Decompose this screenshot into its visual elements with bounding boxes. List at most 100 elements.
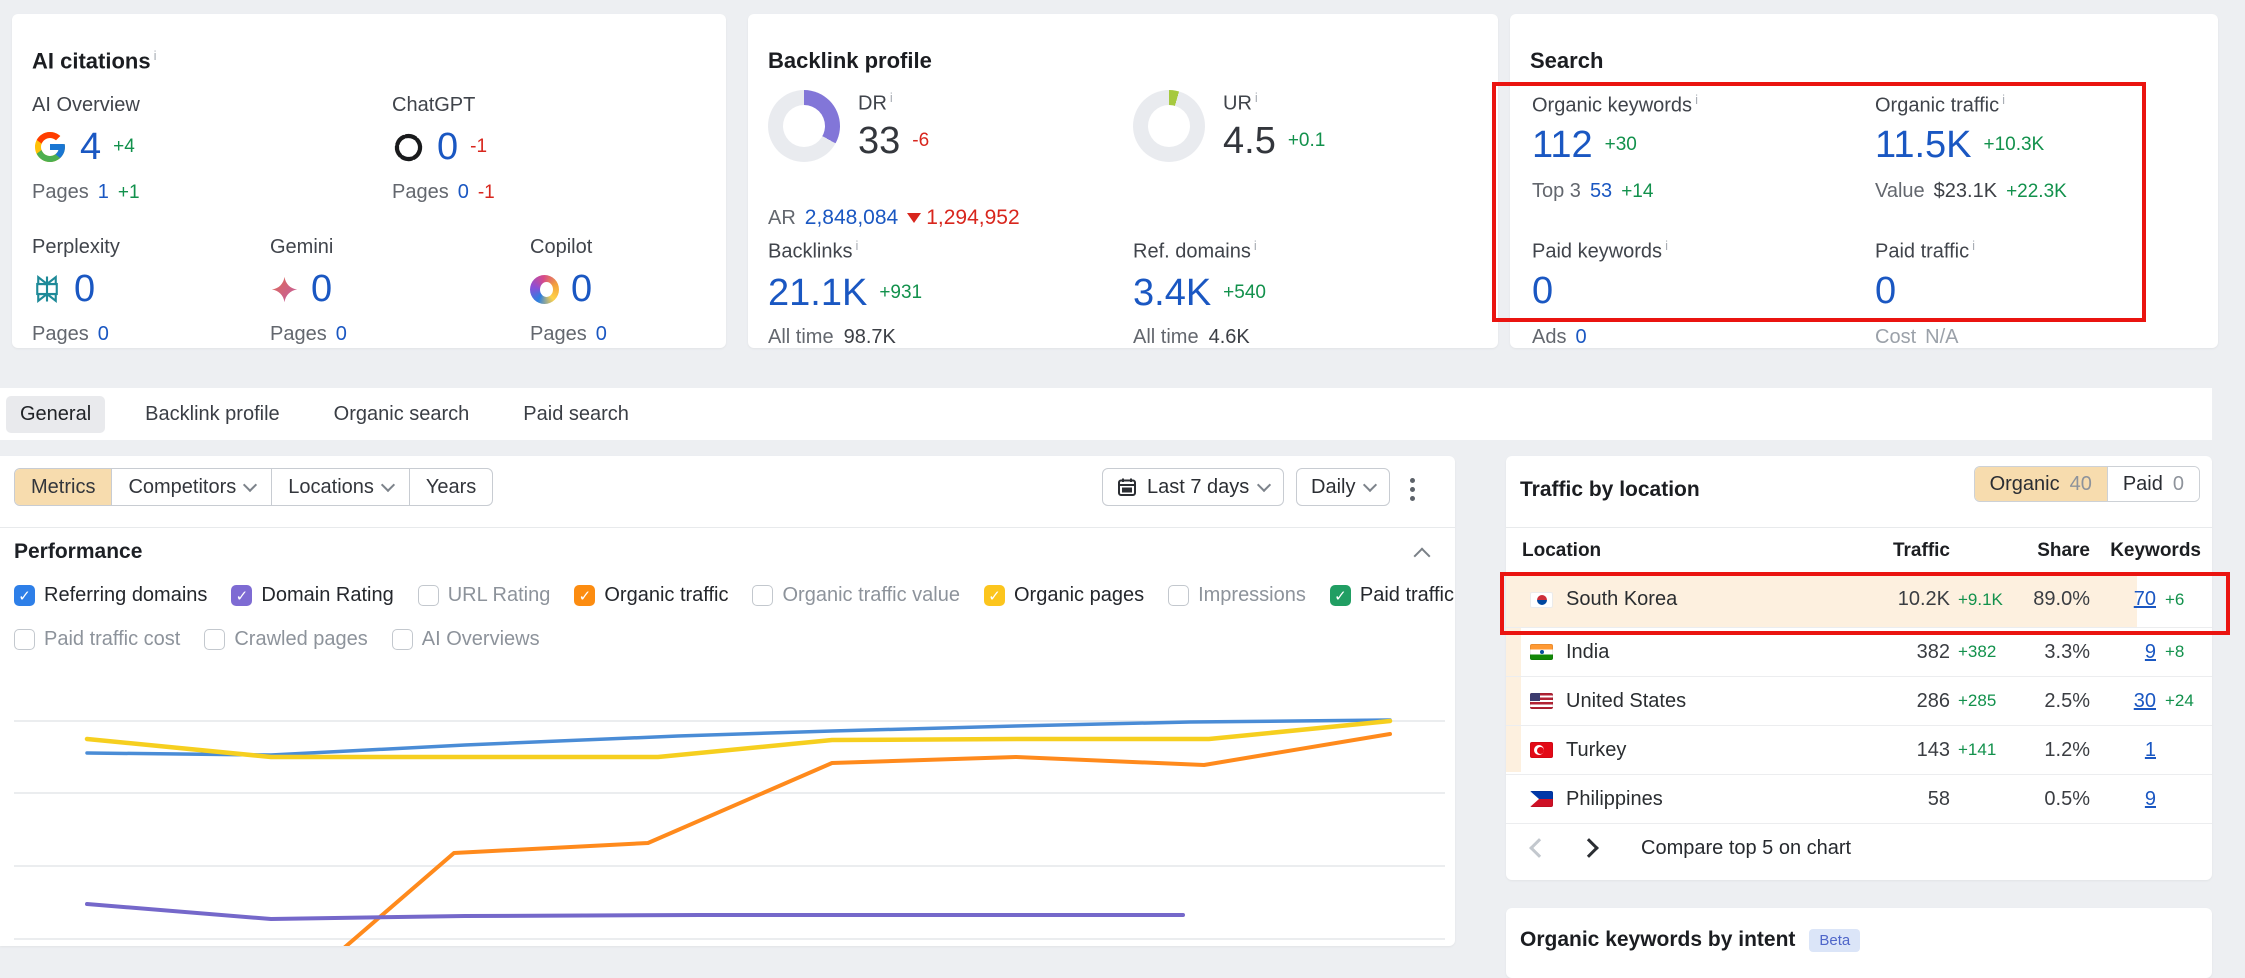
- paid-traffic-block: Paid traffic 0 Cost N/A: [1875, 238, 2205, 349]
- keywords-value[interactable]: 9: [2144, 640, 2156, 663]
- metric-label: Impressions: [1198, 584, 1306, 606]
- date-range-button[interactable]: Last 7 days: [1102, 468, 1285, 506]
- metric-checkbox-paid-traffic-cost[interactable]: Paid traffic cost: [14, 628, 180, 651]
- pages-value[interactable]: 0: [335, 323, 347, 345]
- keywords-value[interactable]: 30: [2133, 689, 2156, 712]
- checkbox-icon: [14, 585, 35, 606]
- citations-value[interactable]: 0: [74, 268, 96, 310]
- location-pager: Compare top 5 on chart: [1506, 828, 1851, 868]
- info-icon[interactable]: [154, 48, 157, 63]
- calendar-icon: [1118, 478, 1136, 496]
- metric-checkbox-referring-domains[interactable]: Referring domains: [14, 584, 207, 607]
- info-icon[interactable]: [1665, 238, 1668, 253]
- checkbox-icon: [1168, 585, 1190, 606]
- ar-value[interactable]: 2,848,084: [804, 206, 899, 229]
- filter-segmented-control: Metrics Competitors Locations Years: [14, 468, 494, 506]
- info-icon[interactable]: [1695, 92, 1698, 107]
- metric-checkbox-organic-traffic[interactable]: Organic traffic: [574, 584, 728, 607]
- metric-checkbox-paid-traffic[interactable]: Paid traffic: [1329, 584, 1454, 607]
- ref-domains-value[interactable]: 3.4K: [1133, 271, 1212, 314]
- metric-checkbox-crawled-pages[interactable]: Crawled pages: [204, 628, 368, 651]
- location-row-united-states[interactable]: United States 286 +285 2.5% 30 +24: [1506, 677, 2212, 726]
- segment-competitors[interactable]: Competitors: [111, 469, 271, 505]
- intent-panel-title: Organic keywords by intent: [1520, 928, 1796, 951]
- info-icon[interactable]: [890, 90, 893, 105]
- citations-value[interactable]: 0: [311, 268, 333, 310]
- traffic-value: 10.2K: [1897, 588, 1950, 610]
- metric-checkbox-organic-pages[interactable]: Organic pages: [983, 584, 1144, 607]
- metric-checkbox-impressions[interactable]: Impressions: [1168, 584, 1306, 607]
- checkbox-icon: [1329, 585, 1351, 606]
- keywords-value[interactable]: 70: [2133, 588, 2156, 610]
- country-flag-icon: [1530, 591, 1553, 608]
- info-icon[interactable]: [1255, 90, 1258, 105]
- country-flag-icon: [1530, 693, 1553, 709]
- tab-general[interactable]: General: [6, 395, 106, 433]
- info-icon[interactable]: [1254, 238, 1257, 253]
- citations-value[interactable]: 0: [571, 268, 593, 310]
- segment-years[interactable]: Years: [408, 469, 492, 505]
- info-icon[interactable]: [1972, 238, 1975, 253]
- pages-label: Pages: [32, 181, 89, 203]
- toggle-label: Organic: [1989, 472, 2060, 495]
- pages-value[interactable]: 0: [595, 323, 607, 345]
- pages-value[interactable]: 0: [457, 181, 469, 203]
- col-keywords: Keywords: [2110, 540, 2201, 561]
- share-value: 89.0%: [2033, 588, 2090, 610]
- paid-traffic-value[interactable]: 0: [1875, 269, 1897, 312]
- organic-keywords-value[interactable]: 112: [1532, 123, 1593, 166]
- segment-locations[interactable]: Locations: [271, 469, 409, 505]
- pages-value[interactable]: 1: [97, 181, 109, 203]
- domain-rating-donut: [768, 90, 840, 162]
- backlinks-value[interactable]: 21.1K: [768, 271, 868, 314]
- dr-delta: -6: [912, 129, 930, 151]
- paid-keywords-value[interactable]: 0: [1532, 269, 1554, 312]
- citations-value[interactable]: 4: [80, 126, 102, 168]
- citations-value[interactable]: 0: [437, 126, 459, 168]
- toggle-paid[interactable]: Paid 0: [2106, 467, 2199, 501]
- granularity-button[interactable]: Daily: [1296, 468, 1391, 506]
- tab-paid-search[interactable]: Paid search: [523, 402, 629, 425]
- tab-organic-search[interactable]: Organic search: [333, 402, 470, 425]
- metric-checkbox-domain-rating[interactable]: Domain Rating: [231, 584, 394, 607]
- more-options-kebab-icon[interactable]: [1406, 474, 1419, 505]
- keywords-delta: +6: [2165, 589, 2185, 609]
- location-row-philippines[interactable]: Philippines 58 0.5% 9: [1506, 775, 2212, 824]
- metric-checkbox-organic-traffic-value[interactable]: Organic traffic value: [752, 584, 960, 607]
- country-flag-icon: [1530, 742, 1553, 758]
- ur-value: 4.5: [1223, 119, 1276, 162]
- prev-page-chevron-icon[interactable]: [1529, 838, 1549, 858]
- location-row-south-korea[interactable]: South Korea 10.2K +9.1K 89.0% 70 +6: [1506, 572, 2212, 628]
- compare-top5-label: Compare top 5 on chart: [1641, 836, 1852, 859]
- chart-line-organic-traffic: [343, 732, 1392, 946]
- metric-checkbox-ai-overviews[interactable]: AI Overviews: [391, 628, 540, 651]
- metric-label: Organic traffic value: [782, 584, 960, 606]
- organic-traffic-delta: +10.3K: [1983, 133, 2045, 155]
- citations-delta: +4: [113, 136, 135, 157]
- keywords-value[interactable]: 9: [2144, 787, 2156, 810]
- dr-value: 33: [858, 119, 901, 162]
- info-icon[interactable]: [2002, 92, 2005, 107]
- collapse-chevron-icon[interactable]: [1413, 547, 1431, 565]
- tab-backlink-profile[interactable]: Backlink profile: [145, 402, 280, 425]
- segment-metrics[interactable]: Metrics: [15, 469, 112, 505]
- keywords-value[interactable]: 1: [2144, 738, 2156, 761]
- value-label: Value: [1875, 179, 1925, 202]
- keywords-delta: +24: [2165, 691, 2194, 710]
- organic-keywords-block: Organic keywords 112 +30 Top 3 53 +14: [1532, 92, 1862, 203]
- organic-traffic-value[interactable]: 11.5K: [1875, 123, 1972, 166]
- top3-value[interactable]: 53: [1589, 179, 1613, 202]
- pages-value[interactable]: 0: [97, 323, 109, 345]
- location-row-india[interactable]: India 382 +382 3.3% 9 +8: [1506, 628, 2212, 677]
- location-name: India: [1566, 640, 1610, 663]
- organic-paid-toggle: Organic 40 Paid 0: [1973, 466, 2200, 502]
- location-row-turkey[interactable]: Turkey 143 +141 1.2% 1: [1506, 726, 2212, 775]
- next-page-chevron-icon[interactable]: [1579, 838, 1599, 858]
- ur-delta: +0.1: [1287, 129, 1326, 151]
- toggle-organic[interactable]: Organic 40: [1974, 467, 2107, 501]
- metric-checkbox-url-rating[interactable]: URL Rating: [417, 584, 550, 607]
- ads-value[interactable]: 0: [1575, 325, 1587, 348]
- chatgpt-icon: [392, 131, 425, 164]
- cost-label: Cost: [1875, 325, 1917, 348]
- info-icon[interactable]: [855, 238, 858, 253]
